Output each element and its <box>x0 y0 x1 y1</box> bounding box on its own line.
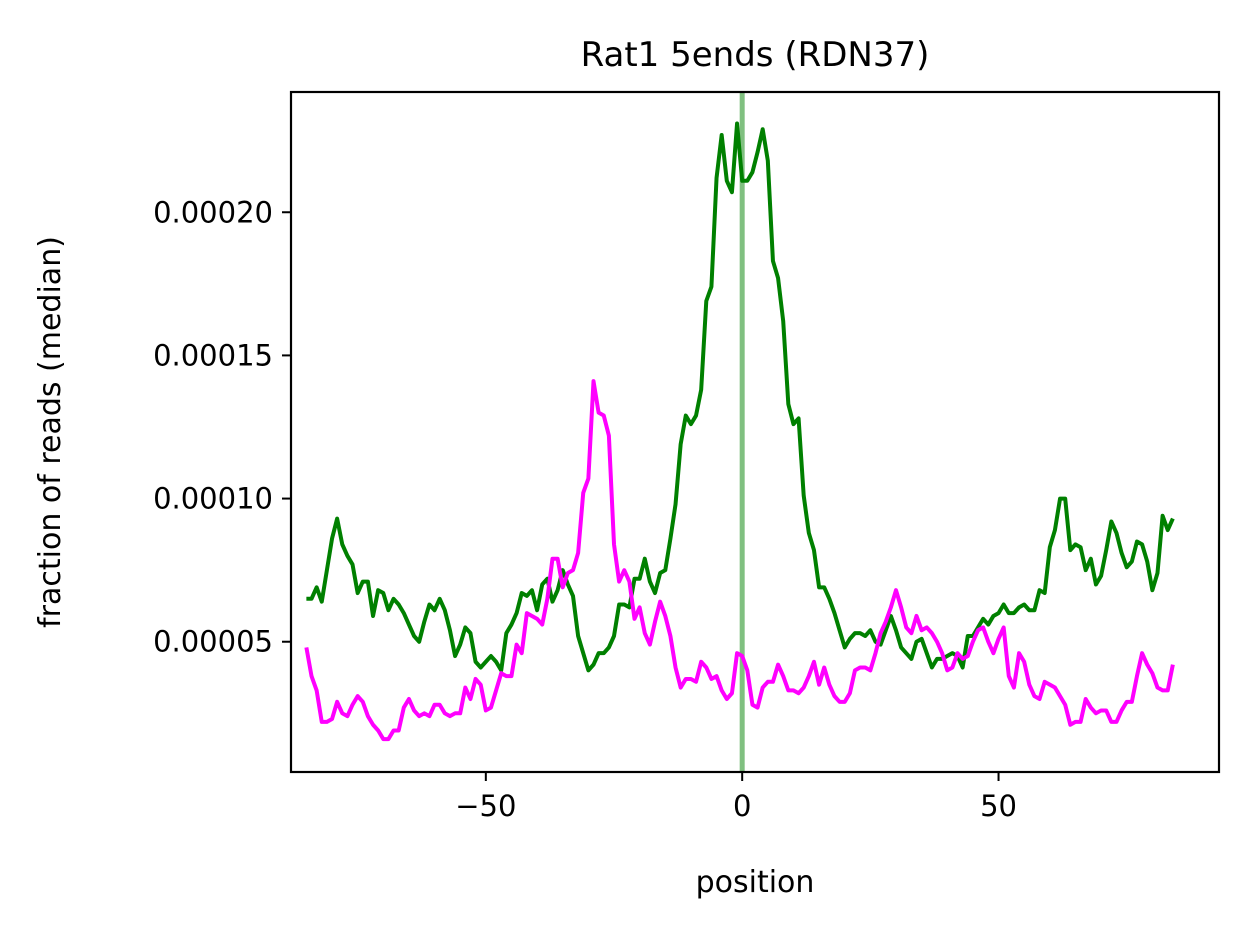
series-layer <box>304 121 1175 742</box>
x-tick-label: −50 <box>455 789 516 823</box>
plot-frame <box>289 90 1221 774</box>
y-axis-label: fraction of reads (median) <box>33 236 68 628</box>
series-line-2 <box>304 379 1175 742</box>
series-line-1 <box>306 121 1175 673</box>
x-axis-label: position <box>696 865 815 900</box>
x-tick-label: 0 <box>733 789 751 823</box>
y-tick-label: 0.00010 <box>153 482 273 516</box>
x-tick-label: 50 <box>980 789 1017 823</box>
y-tick-label: 0.00020 <box>153 195 273 229</box>
chart-title: Rat1 5ends (RDN37) <box>581 35 930 75</box>
y-tick-label: 0.00015 <box>153 338 273 372</box>
x-axis: −50 0 50 <box>455 772 1017 823</box>
plot-area <box>289 90 1221 774</box>
y-axis: 0.00005 0.00010 0.00015 0.00020 <box>153 195 291 659</box>
y-tick-label: 0.00005 <box>153 625 273 659</box>
